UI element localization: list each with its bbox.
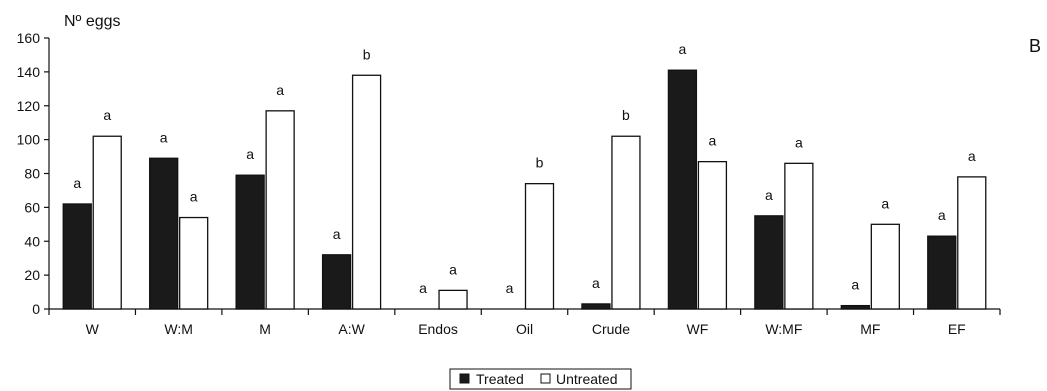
bar-untreated-wf <box>697 160 728 310</box>
bar-untreated-crude <box>611 135 641 310</box>
bar-treated-m <box>235 174 265 310</box>
x-ticks <box>48 309 1001 315</box>
bar-treated-wf <box>667 69 698 310</box>
significance-label-untreated: a <box>881 195 889 211</box>
category-label: W:M <box>164 321 193 337</box>
category-label: A:W <box>338 321 365 337</box>
significance-label-treated: a <box>592 275 600 291</box>
significance-label-untreated: a <box>276 82 284 98</box>
y-ticks: 0 20 40 60 80 100 120 140 160 <box>17 30 49 317</box>
category-label: M <box>259 321 271 337</box>
panel-label: B <box>1029 36 1041 56</box>
y-tick-label: 0 <box>32 301 40 317</box>
bar-treated-w-m <box>149 157 179 310</box>
bar-untreated-m <box>265 110 295 310</box>
category-label: W <box>86 321 100 337</box>
significance-label-untreated: a <box>190 189 198 205</box>
significance-label-treated: a <box>246 146 254 162</box>
significance-label-treated: a <box>419 280 427 296</box>
legend-swatch-treated <box>459 373 470 384</box>
bar-untreated-w-mf <box>784 162 814 310</box>
significance-label-untreated: a <box>709 133 717 149</box>
bar-treated-crude <box>581 303 611 310</box>
category-label: Oil <box>516 321 533 337</box>
category-label: EF <box>948 321 966 337</box>
bar-treated-mf <box>840 304 870 310</box>
bar-treated-w-mf <box>754 215 784 310</box>
bar-untreated-oil <box>524 183 555 310</box>
significance-label-treated: a <box>506 280 514 296</box>
bar-treated-ef <box>927 235 957 310</box>
legend-label-untreated: Untreated <box>556 371 617 387</box>
significance-label-treated: a <box>679 41 687 57</box>
legend-label-treated: Treated <box>476 371 524 387</box>
significance-label-treated: a <box>160 129 168 145</box>
bar-untreated-endos <box>438 289 468 310</box>
significance-label-treated: a <box>73 175 81 191</box>
y-tick-label: 120 <box>17 98 41 114</box>
category-label: Endos <box>418 321 458 337</box>
significance-label-untreated: b <box>622 107 630 123</box>
bar-untreated-a-w <box>351 74 382 310</box>
bar-untreated-ef <box>957 176 987 310</box>
significance-label-treated: a <box>851 277 859 293</box>
bar-untreated-mf <box>870 223 900 310</box>
category-label: MF <box>860 321 880 337</box>
significance-label-untreated: b <box>363 46 371 62</box>
legend: Treated Untreated <box>449 368 632 390</box>
y-tick-label: 140 <box>17 64 41 80</box>
y-tick-label: 20 <box>24 267 40 283</box>
bar-untreated-w <box>92 135 122 310</box>
category-label: W:MF <box>765 321 802 337</box>
y-tick-label: 100 <box>17 132 41 148</box>
y-tick-label: 40 <box>24 233 40 249</box>
category-label: WF <box>687 321 709 337</box>
significance-label-untreated: a <box>795 134 803 150</box>
y-tick-label: 80 <box>24 166 40 182</box>
y-tick-label: 60 <box>24 199 40 215</box>
y-tick-label: 160 <box>17 30 41 46</box>
legend-swatch-untreated <box>540 373 551 384</box>
bars <box>62 69 987 310</box>
significance-label-untreated: b <box>536 155 544 171</box>
significance-label-untreated: a <box>103 107 111 123</box>
significance-label-treated: a <box>333 226 341 242</box>
significance-label-untreated: a <box>449 261 457 277</box>
significance-label-untreated: a <box>968 148 976 164</box>
bar-treated-w <box>62 203 92 310</box>
significance-labels: a a a a a a a b a a a b a b a a a a a a a a <box>73 41 976 296</box>
significance-label-treated: a <box>938 207 946 223</box>
bar-untreated-w-m <box>179 216 209 310</box>
category-label: Crude <box>592 321 630 337</box>
y-axis-label: Nº eggs <box>64 13 121 30</box>
bar-treated-a-w <box>321 254 352 310</box>
category-labels: W W:M M A:W Endos Oil Crude WF W:MF MF EF <box>86 321 966 337</box>
significance-label-treated: a <box>765 187 773 203</box>
